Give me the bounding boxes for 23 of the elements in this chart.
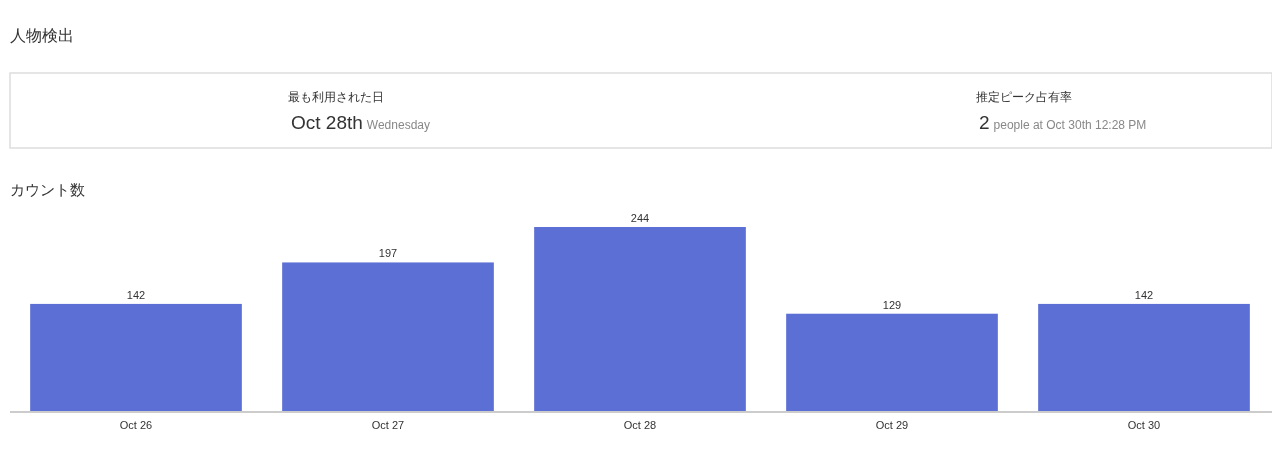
data-label: 142 [126, 288, 146, 301]
bar [534, 227, 746, 411]
x-tick-label: Oct 28 [623, 419, 657, 431]
text: Oct 28th [291, 112, 363, 133]
text: people at Oct 30th 12:28 PM [993, 118, 1147, 132]
x-tick-label: Oct 30 [1127, 419, 1161, 431]
x-tick-label: Oct 27 [371, 419, 405, 431]
data-label: 142 [1134, 288, 1154, 301]
text: 推定ピーク占有率 [976, 90, 1072, 104]
bar [282, 262, 494, 411]
text: Wednesday [366, 118, 430, 132]
x-tick-label: Oct 29 [875, 419, 909, 431]
chart-title: カウント数 [10, 181, 85, 198]
bar [786, 313, 998, 411]
x-tick-label: Oct 26 [119, 419, 153, 431]
text: 人物検出 [10, 27, 74, 44]
bar [1038, 303, 1250, 411]
text: 2 [979, 112, 990, 133]
data-label: 129 [882, 298, 902, 311]
text: 最も利用された日 [288, 90, 384, 104]
data-label: 244 [630, 212, 650, 224]
data-label: 197 [378, 247, 398, 260]
bar [30, 303, 242, 411]
